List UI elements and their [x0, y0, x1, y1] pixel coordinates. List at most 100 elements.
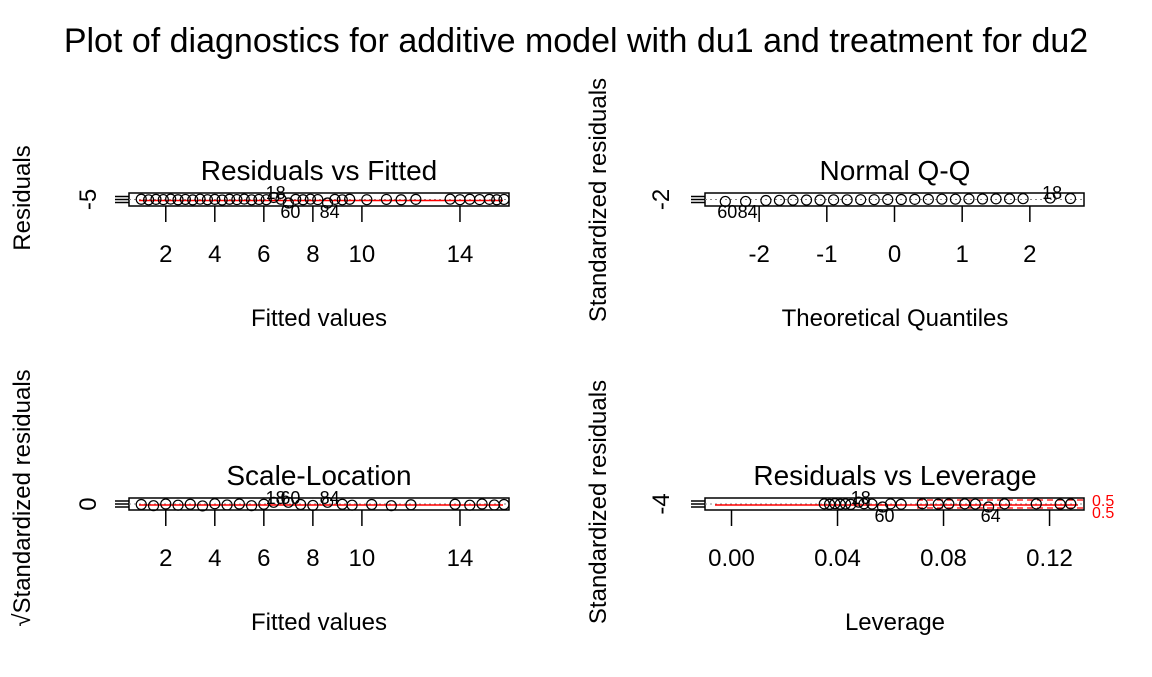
- data-point: [221, 499, 233, 511]
- data-point: [866, 498, 878, 510]
- data-point: [295, 498, 307, 511]
- panel-title: Residuals vs Fitted: [201, 155, 438, 186]
- data-point: [253, 193, 265, 206]
- data-point: [800, 194, 813, 206]
- data-point: [321, 496, 334, 508]
- cooks-distance-label: 0.5: [1092, 505, 1114, 522]
- x-tick-label: 4: [208, 241, 221, 268]
- data-point: [719, 195, 731, 208]
- panel-2: Normal Q-Q -2 -1 0 1 2 -2 Theoretical Quantiles…: [585, 78, 1085, 332]
- data-point: [959, 498, 971, 510]
- y-axis-label: Residuals: [9, 145, 36, 250]
- data-point: [949, 193, 962, 205]
- data-point: [773, 194, 786, 206]
- figure-title: Plot of diagnostics for additive model w…: [63, 22, 1089, 60]
- data-point: [916, 498, 928, 510]
- data-point: [834, 498, 846, 510]
- data-point: [385, 500, 397, 512]
- data-point: [855, 194, 867, 206]
- data-point: [990, 193, 1002, 205]
- y-axis-label: Standardized residuals: [585, 380, 612, 624]
- data-point: [172, 499, 184, 511]
- data-point: [932, 498, 944, 510]
- x-tick-label: 14: [447, 241, 474, 268]
- x-tick-label: 1: [955, 241, 968, 268]
- data-point: [150, 193, 162, 205]
- data-point: [135, 498, 147, 511]
- data-point: [260, 194, 272, 206]
- data-point: [823, 498, 836, 510]
- data-point: [464, 499, 476, 511]
- data-point: [895, 498, 907, 510]
- panel-1: Residuals vs Fitted 2 4 6 8 10 14 -5 Fitted valu…: [9, 145, 510, 332]
- data-point: [196, 500, 209, 512]
- x-tick-label: 2: [159, 545, 172, 572]
- data-point: [982, 501, 995, 513]
- point-label: 84: [320, 202, 340, 222]
- x-tick-label: 8: [306, 545, 319, 572]
- data-point: [410, 193, 422, 205]
- data-point: [1065, 498, 1077, 510]
- x-tick-label: 0.00: [708, 545, 755, 572]
- x-axis-label: Fitted values: [251, 609, 387, 636]
- panel-4: Residuals vs Leverage 0.00 0.04 0.08 0.12 -4 L…: [585, 380, 1114, 636]
- data-point: [245, 194, 258, 206]
- x-tick-label: 2: [159, 241, 172, 268]
- x-tick-label: 6: [257, 241, 270, 268]
- data-point: [787, 194, 799, 206]
- panel-title: Scale-Location: [226, 460, 411, 491]
- x-tick-label: 0: [888, 241, 901, 268]
- point-label: 84: [320, 488, 340, 508]
- x-axis-label: Fitted values: [251, 305, 387, 332]
- data-point: [312, 193, 324, 206]
- data-point: [740, 195, 752, 208]
- x-tick-label: -2: [748, 241, 769, 268]
- data-point: [184, 498, 196, 510]
- point-label: 60: [280, 202, 300, 222]
- data-point: [366, 498, 378, 511]
- data-point: [922, 193, 934, 205]
- point-label: 18: [1042, 183, 1062, 203]
- point-label: 84: [738, 202, 758, 222]
- data-point: [135, 193, 147, 205]
- data-point: [157, 193, 169, 206]
- data-point: [297, 194, 309, 206]
- data-point: [209, 193, 221, 205]
- data-point: [290, 193, 302, 205]
- data-point: [231, 193, 243, 206]
- data-point: [172, 194, 184, 206]
- data-point: [1030, 498, 1042, 510]
- point-label: 64: [981, 506, 1001, 526]
- point-label: 18: [266, 183, 286, 203]
- point-label: 18: [266, 488, 286, 508]
- data-point: [201, 194, 214, 206]
- data-point: [268, 191, 280, 204]
- data-point: [147, 500, 160, 512]
- x-tick-label: 8: [306, 241, 319, 268]
- data-point: [329, 193, 341, 205]
- data-point: [1064, 192, 1077, 205]
- x-tick-label: -1: [816, 241, 837, 268]
- data-point: [876, 501, 889, 513]
- data-point: [839, 498, 852, 510]
- data-point: [449, 498, 461, 510]
- x-tick-label: 0.12: [1026, 545, 1073, 572]
- point-label: 18: [851, 488, 871, 508]
- data-point: [160, 498, 172, 510]
- data-point: [829, 498, 841, 510]
- data-point: [1044, 192, 1056, 204]
- data-point: [818, 498, 830, 510]
- data-point: [209, 498, 221, 510]
- data-point: [909, 193, 921, 205]
- data-point: [858, 498, 870, 510]
- data-point: [361, 194, 373, 206]
- y-axis-label: Standardized residuals: [585, 78, 612, 322]
- data-point: [395, 194, 407, 206]
- panel-title: Residuals vs Leverage: [753, 460, 1036, 491]
- data-point: [238, 193, 250, 205]
- data-point: [282, 197, 294, 209]
- data-point: [282, 496, 294, 508]
- data-point: [895, 193, 907, 206]
- x-tick-label: 14: [447, 545, 474, 572]
